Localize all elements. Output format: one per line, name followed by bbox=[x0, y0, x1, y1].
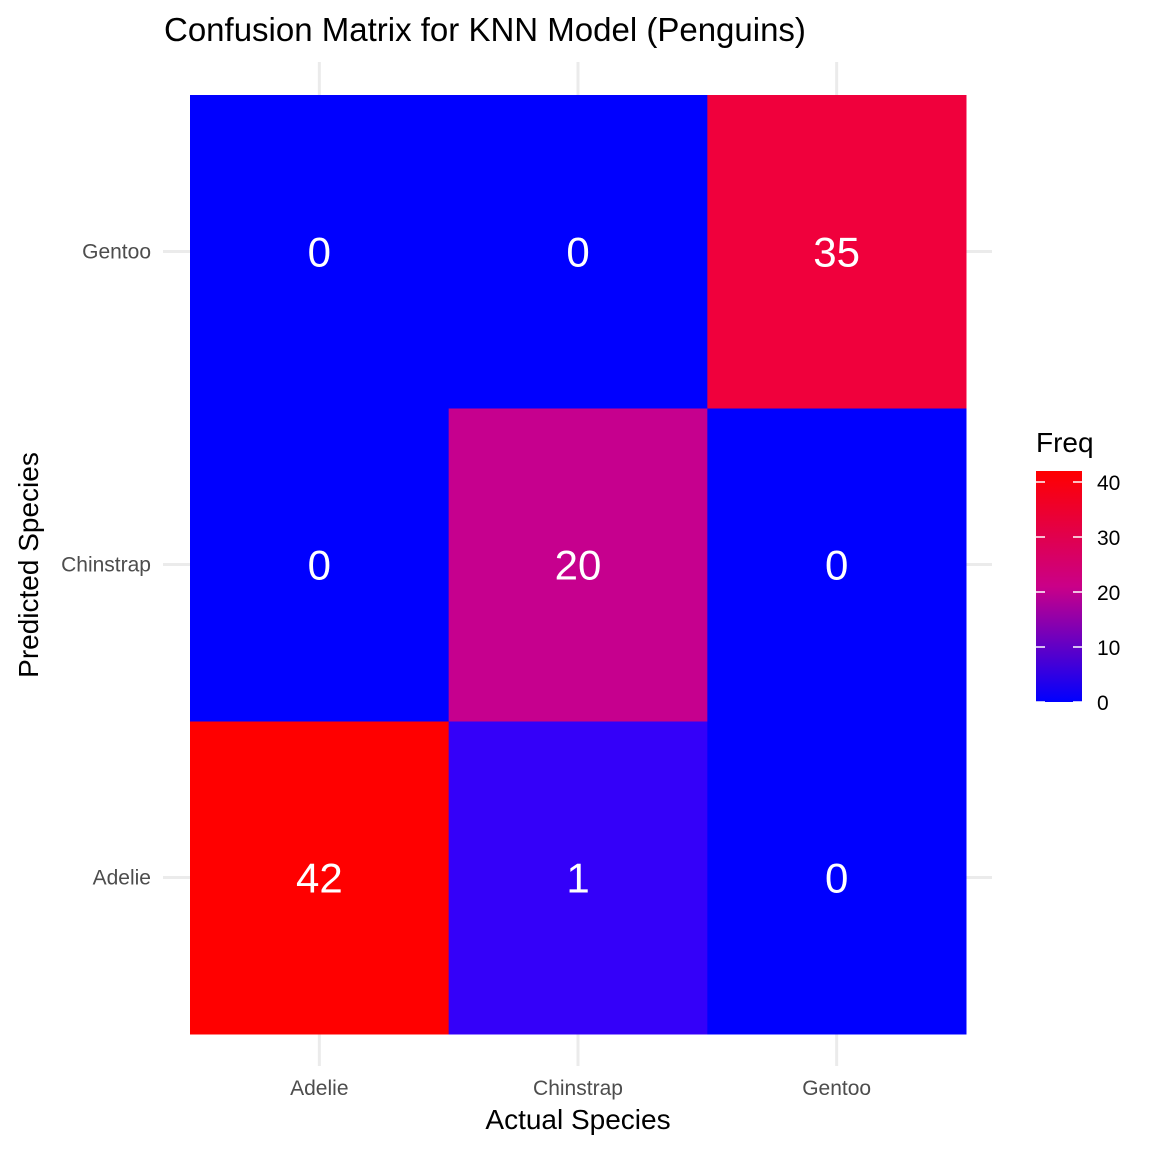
cell-value-gentoo-chinstrap: 0 bbox=[825, 542, 848, 589]
heatmap-cell-chinstrap-gentoo bbox=[448, 95, 708, 409]
cell-value-gentoo-adelie: 0 bbox=[825, 855, 848, 902]
y-tick-label-gentoo: Gentoo bbox=[82, 241, 151, 264]
legend-tick-label-20: 20 bbox=[1097, 582, 1120, 605]
x-axis-title: Actual Species bbox=[485, 1104, 670, 1135]
legend-tick-label-40: 40 bbox=[1097, 472, 1120, 495]
legend-tick-label-30: 30 bbox=[1097, 527, 1120, 550]
cell-value-gentoo-gentoo: 35 bbox=[813, 229, 860, 276]
legend-colorbar bbox=[1036, 471, 1082, 702]
x-axis-tick-labels: Adelie Chinstrap Gentoo bbox=[290, 1077, 871, 1100]
heatmap-cell-gentoo-chinstrap bbox=[707, 408, 967, 722]
cell-value-labels: 42 1 0 0 20 0 0 0 35 bbox=[296, 229, 860, 902]
heatmap-cell-gentoo-adelie bbox=[707, 721, 967, 1035]
x-tick-label-gentoo: Gentoo bbox=[802, 1077, 871, 1100]
heatmap-cell-chinstrap-adelie bbox=[448, 721, 708, 1035]
cell-value-adelie-adelie: 42 bbox=[296, 855, 343, 902]
cell-value-adelie-gentoo: 0 bbox=[308, 229, 331, 276]
cell-value-adelie-chinstrap: 0 bbox=[308, 542, 331, 589]
heatmap-cell-adelie-adelie bbox=[190, 721, 450, 1035]
cell-value-chinstrap-adelie: 1 bbox=[566, 855, 589, 902]
heatmap-cell-adelie-chinstrap bbox=[190, 408, 450, 722]
color-legend: Freq 0 10 20 30 40 bbox=[1036, 427, 1120, 715]
y-axis-tick-labels: Adelie Chinstrap Gentoo bbox=[61, 241, 151, 890]
x-tick-label-chinstrap: Chinstrap bbox=[533, 1077, 623, 1100]
legend-tick-label-0: 0 bbox=[1097, 692, 1109, 715]
y-axis-title: Predicted Species bbox=[13, 452, 44, 678]
y-tick-label-adelie: Adelie bbox=[93, 867, 151, 890]
chart-title: Confusion Matrix for KNN Model (Penguins… bbox=[164, 11, 806, 48]
x-tick-label-adelie: Adelie bbox=[290, 1077, 348, 1100]
heatmap-cell-chinstrap-chinstrap bbox=[448, 408, 708, 722]
legend-title: Freq bbox=[1036, 427, 1094, 458]
y-tick-label-chinstrap: Chinstrap bbox=[61, 554, 151, 577]
cell-value-chinstrap-chinstrap: 20 bbox=[555, 542, 602, 589]
heatmap-cell-gentoo-gentoo bbox=[707, 95, 967, 409]
legend-ticks: 0 10 20 30 40 bbox=[1036, 472, 1120, 715]
heatmap-cells bbox=[190, 95, 967, 1035]
legend-tick-label-10: 10 bbox=[1097, 637, 1120, 660]
cell-value-chinstrap-gentoo: 0 bbox=[566, 229, 589, 276]
heatmap-cell-adelie-gentoo bbox=[190, 95, 450, 409]
